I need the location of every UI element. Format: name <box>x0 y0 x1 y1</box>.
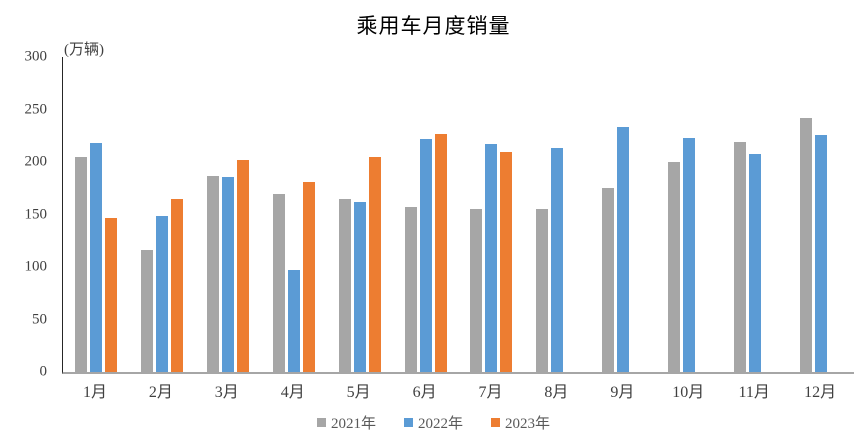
bar-groups <box>63 57 854 372</box>
bar-2021年-11月 <box>734 142 747 372</box>
bar-group-6月 <box>393 57 459 372</box>
bar-group-3月 <box>195 57 261 372</box>
bar-group-8月 <box>524 57 590 372</box>
x-axis-label-7月: 7月 <box>478 384 503 401</box>
y-tick-label: 0 <box>39 363 48 380</box>
y-tick-label: 250 <box>24 101 48 117</box>
y-tick-label: 100 <box>24 258 48 275</box>
bar-2022年-11月 <box>749 153 762 372</box>
y-axis-unit-label: (万辆) <box>64 42 104 58</box>
bar-group-10月 <box>656 57 722 372</box>
x-axis-label-4月: 4月 <box>280 384 305 401</box>
x-axis-label-11月: 11月 <box>738 384 770 401</box>
x-axis-label-1月: 1月 <box>82 384 107 401</box>
bar-2021年-3月 <box>206 175 219 372</box>
bar-2022年-5月 <box>353 201 366 372</box>
legend: 2021年 2022年 2023年 <box>0 412 867 433</box>
bar-2022年-6月 <box>419 138 432 372</box>
plot-area <box>62 57 854 374</box>
legend-item-2022年: 2022年 <box>403 412 463 433</box>
bar-2021年-8月 <box>536 209 549 372</box>
bar-2022年-2月 <box>155 215 168 372</box>
bar-group-2月 <box>129 57 195 372</box>
x-axis-label-5月: 5月 <box>346 384 371 401</box>
bar-2022年-3月 <box>221 176 234 372</box>
x-axis-label-9月: 9月 <box>610 384 635 401</box>
bar-2022年-12月 <box>815 134 828 372</box>
bar-group-1月 <box>63 57 129 372</box>
bar-group-7月 <box>459 57 525 372</box>
x-axis-label-2月: 2月 <box>148 384 173 401</box>
bar-2022年-9月 <box>617 127 630 372</box>
bar-group-9月 <box>590 57 656 372</box>
bar-2023年-1月 <box>104 217 117 372</box>
bar-2022年-7月 <box>485 144 498 372</box>
bar-2023年-6月 <box>434 133 447 372</box>
y-axis-ticks: 0 50 100 150 200 250 300 <box>0 49 48 380</box>
legend-label: 2021年 <box>330 416 376 432</box>
bar-2021年-2月 <box>140 250 153 372</box>
x-axis-label-6月: 6月 <box>412 384 437 401</box>
bar-2021年-4月 <box>272 193 285 372</box>
bar-2021年-1月 <box>74 156 87 372</box>
x-axis-label-10月: 10月 <box>672 384 705 401</box>
bar-2022年-1月 <box>89 143 102 372</box>
x-axis-labels: 1月 2月 3月 4月 5月 6月 7月 8月 9月 10月 11月 12月 <box>62 378 853 402</box>
bar-2021年-5月 <box>338 198 351 372</box>
bar-group-4月 <box>261 57 327 372</box>
y-tick-label: 50 <box>32 311 47 327</box>
bar-2023年-2月 <box>170 198 183 372</box>
bar-2022年-10月 <box>683 137 696 372</box>
x-axis-label-3月: 3月 <box>214 384 239 401</box>
bar-2023年-5月 <box>368 156 381 372</box>
y-tick-label: 300 <box>24 48 48 65</box>
bar-group-11月 <box>722 57 788 372</box>
bar-2021年-12月 <box>800 117 813 372</box>
bar-2021年-7月 <box>470 209 483 372</box>
bar-2022年-8月 <box>551 148 564 372</box>
legend-item-2023年: 2023年 <box>491 412 550 433</box>
legend-item-2021年: 2021年 <box>316 412 376 433</box>
bar-group-12月 <box>788 57 854 372</box>
x-axis-label-12月: 12月 <box>804 384 837 401</box>
y-tick-label: 200 <box>24 153 48 170</box>
bar-2021年-6月 <box>404 207 417 372</box>
bar-group-5月 <box>327 57 393 372</box>
y-tick-label: 150 <box>24 206 48 222</box>
bar-2022年-4月 <box>287 270 300 372</box>
legend-label: 2022年 <box>417 416 463 432</box>
bar-2023年-4月 <box>302 181 315 372</box>
legend-swatch-icon <box>491 418 500 427</box>
legend-swatch-icon <box>316 418 326 427</box>
bar-2021年-10月 <box>668 162 681 372</box>
bar-2023年-3月 <box>236 159 249 372</box>
x-axis-label-8月: 8月 <box>544 384 569 401</box>
legend-label: 2023年 <box>505 416 551 432</box>
bar-2023年-7月 <box>500 151 513 372</box>
bar-2021年-9月 <box>602 188 615 372</box>
legend-swatch-icon <box>403 418 413 427</box>
chart-title: 乘用车月度销量 <box>356 14 511 38</box>
